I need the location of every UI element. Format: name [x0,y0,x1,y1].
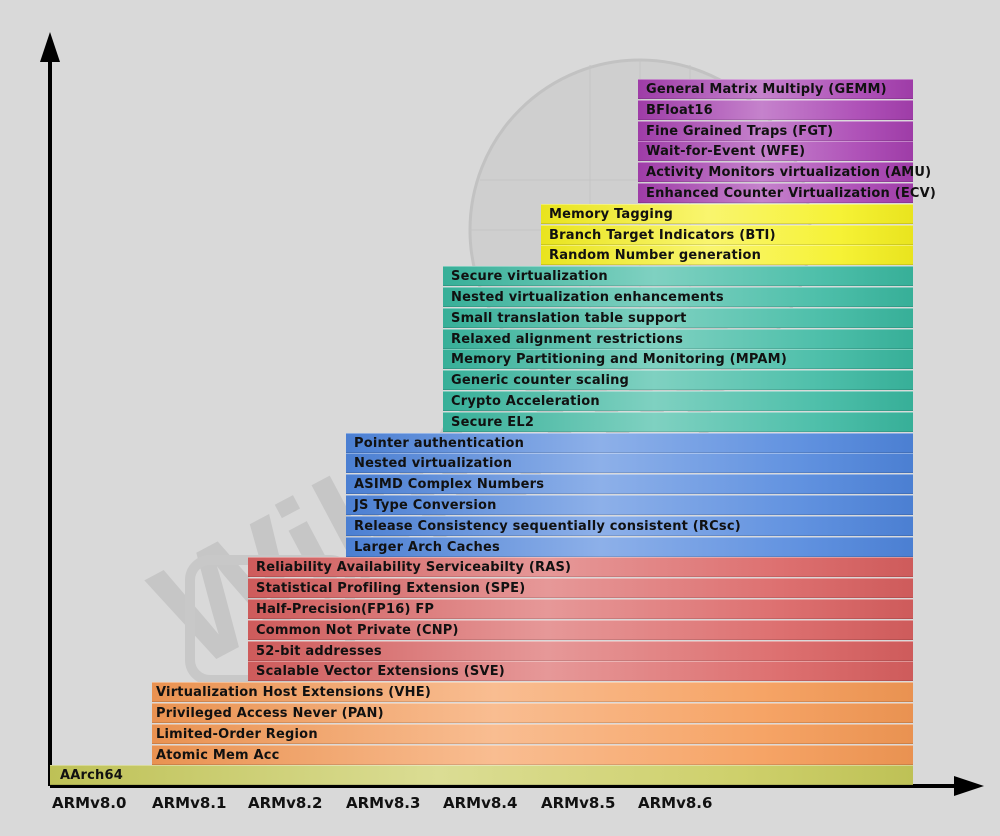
feature-bar: Larger Arch Caches [346,536,913,557]
feature-label: Larger Arch Caches [354,539,500,555]
feature-label: Memory Partitioning and Monitoring (MPAM… [451,352,787,368]
feature-bar: General Matrix Multiply (GEMM) [638,79,913,99]
feature-label: Small translation table support [451,310,687,326]
feature-bar: BFloat16 [638,99,913,120]
feature-label: Statistical Profiling Extension (SPE) [256,581,526,597]
version-label: ARMv8.3 [346,794,421,812]
version-label: ARMv8.5 [541,794,616,812]
feature-bar: Wait-for-Event (WFE) [638,141,913,162]
feature-label: Generic counter scaling [451,373,630,389]
x-axis-arrow-icon [954,776,984,796]
feature-label: Limited-Order Region [156,726,318,742]
feature-label: General Matrix Multiply (GEMM) [646,82,887,97]
version-label: ARMv8.1 [152,794,227,812]
feature-bar: Activity Monitors virtualization (AMU) [638,162,931,183]
feature-bar: Branch Target Indicators (BTI) [541,224,913,245]
feature-bar: Crypto Acceleration [443,391,913,411]
feature-bar: Fine Grained Traps (FGT) [638,120,913,141]
feature-label: Wait-for-Event (WFE) [646,144,806,160]
feature-label: Fine Grained Traps (FGT) [646,123,834,139]
y-axis-arrow-icon [40,32,60,62]
feature-label: Relaxed alignment restrictions [451,331,684,347]
feature-bar: Pointer authentication [346,432,913,453]
feature-bar: Release Consistency sequentially consist… [346,515,913,536]
feature-bar: Scalable Vector Extensions (SVE) [248,661,913,682]
feature-label: Privileged Access Never (PAN) [156,706,384,721]
version-label: ARMv8.6 [638,794,713,812]
feature-bar: Secure EL2 [443,411,913,432]
feature-bar: Small translation table support [443,307,913,328]
feature-label: Branch Target Indicators (BTI) [549,227,776,243]
feature-label: 52-bit addresses [256,643,382,659]
feature-label: Secure virtualization [451,269,608,285]
feature-label: Enhanced Counter Virtualization (ECV) [646,186,937,201]
feature-bar: Nested virtualization [346,453,913,474]
version-label: ARMv8.2 [248,794,323,812]
feature-label: Secure EL2 [451,414,535,430]
feature-label: Reliability Availability Serviceabilty (… [256,560,572,576]
feature-bar: Relaxed alignment restrictions [443,328,913,349]
feature-label: BFloat16 [646,102,713,118]
feature-bar: Half-Precision(FP16) FP [248,599,913,619]
feature-label: Nested virtualization [354,456,513,472]
feature-label: Activity Monitors virtualization (AMU) [646,165,932,181]
feature-bar: Reliability Availability Serviceabilty (… [248,557,913,578]
feature-bar: ASIMD Complex Numbers [346,474,913,495]
feature-label: Memory Tagging [549,206,674,222]
feature-bar: Secure virtualization [443,266,913,287]
feature-label: Nested virtualization enhancements [451,290,724,305]
feature-bar: Memory Tagging [541,203,913,224]
feature-bar: Common Not Private (CNP) [248,619,913,640]
feature-label: Common Not Private (CNP) [256,622,459,638]
feature-label: Virtualization Host Extensions (VHE) [156,685,431,701]
feature-label: AArch64 [60,768,123,784]
feature-bar: Statistical Profiling Extension (SPE) [248,578,913,599]
feature-label: Half-Precision(FP16) FP [256,602,435,617]
feature-label: Pointer authentication [354,435,525,451]
feature-label: Random Number generation [549,248,762,264]
feature-bar: Privileged Access Never (PAN) [152,703,913,723]
feature-label: Atomic Mem Acc [156,747,280,763]
feature-label: Crypto Acceleration [451,394,600,409]
feature-bar: AArch64 [50,765,913,786]
feature-label: ASIMD Complex Numbers [354,477,545,493]
feature-bar: Random Number generation [541,245,913,266]
feature-bar: Generic counter scaling [443,370,913,391]
feature-bar: JS Type Conversion [346,495,913,515]
feature-bar: Virtualization Host Extensions (VHE) [152,682,913,703]
feature-bar: Enhanced Counter Virtualization (ECV) [638,183,936,203]
version-label: ARMv8.4 [443,794,518,812]
feature-bar: 52-bit addresses [248,640,913,661]
feature-bar: Limited-Order Region [152,723,913,744]
feature-bar: Atomic Mem Acc [152,744,913,765]
version-label: ARMv8.0 [52,794,127,812]
feature-label: Release Consistency sequentially consist… [354,518,741,534]
feature-label: Scalable Vector Extensions (SVE) [256,664,505,680]
feature-bar: Memory Partitioning and Monitoring (MPAM… [443,349,913,370]
feature-bar: Nested virtualization enhancements [443,287,913,307]
feature-label: JS Type Conversion [354,498,497,513]
